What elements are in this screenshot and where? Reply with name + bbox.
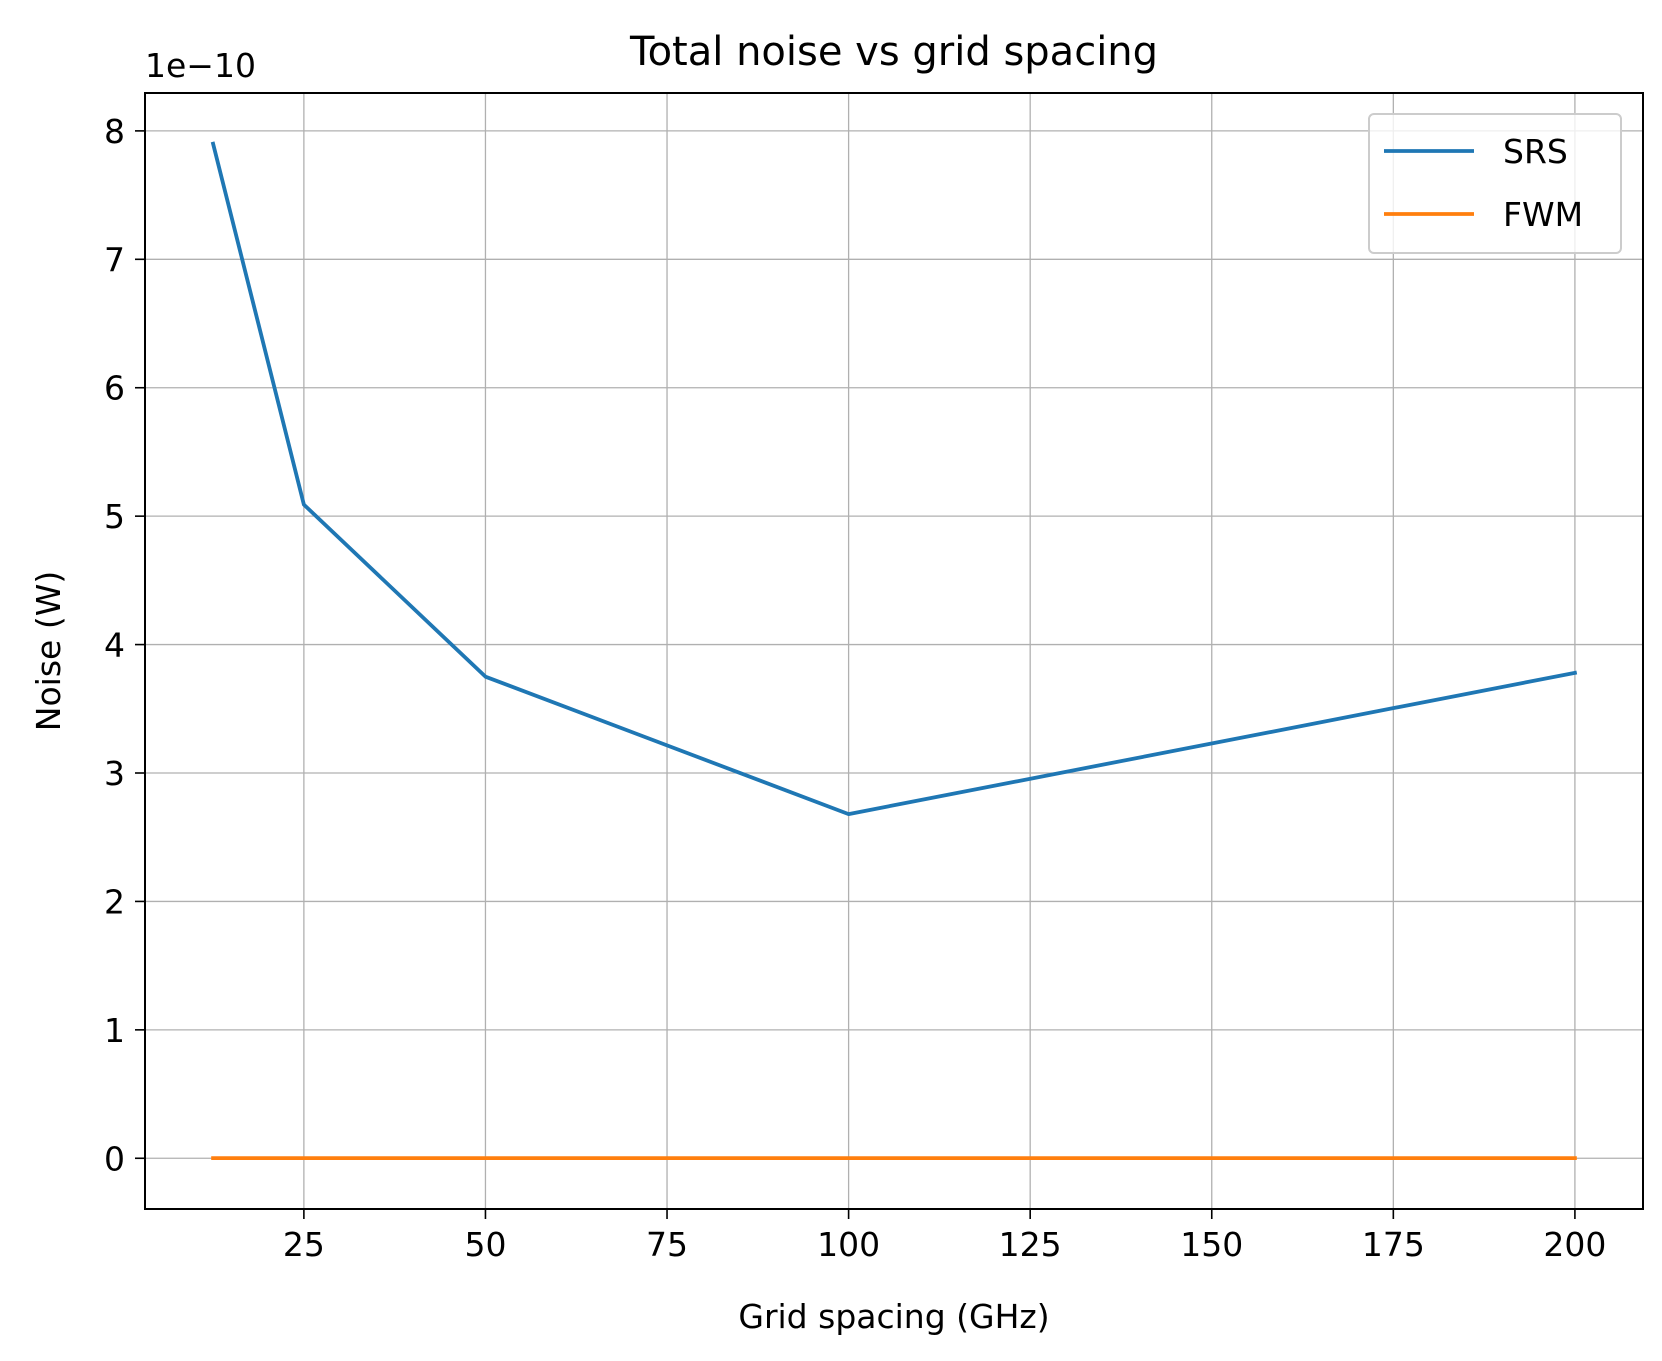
x-tick-label: 100	[817, 1225, 880, 1264]
x-tick-label: 25	[283, 1225, 325, 1264]
legend-box	[1368, 113, 1622, 254]
x-tick-label: 200	[1543, 1225, 1606, 1264]
x-axis-label: Grid spacing (GHz)	[738, 1297, 1049, 1336]
y-tick-label: 3	[104, 754, 125, 793]
y-tick-label: 4	[104, 626, 125, 665]
y-tick-label: 5	[104, 497, 125, 536]
y-tick-label: 2	[104, 882, 125, 921]
y-axis-offset-label: 1e−10	[145, 46, 256, 85]
legend: SRS FWM	[1368, 113, 1622, 254]
y-axis-ticks: 0 1 2 3 4 5 6 7 8	[104, 112, 145, 1178]
legend-label-fwm: FWM	[1503, 195, 1583, 234]
x-tick-label: 125	[999, 1225, 1062, 1264]
axes-frame	[144, 92, 1644, 1210]
x-tick-label: 175	[1362, 1225, 1425, 1264]
y-tick-label: 0	[104, 1139, 125, 1178]
legend-entries: SRS FWM	[1384, 132, 1583, 234]
x-axis-ticks: 25 50 75 100 125 150 175 200	[283, 1209, 1606, 1264]
x-tick-label: 75	[646, 1225, 688, 1264]
y-axis-label: Noise (W)	[29, 571, 68, 731]
series-lines	[210, 141, 1578, 1161]
y-tick-label: 7	[104, 240, 125, 279]
y-tick-label: 6	[104, 369, 125, 408]
chart-title: Total noise vs grid spacing	[629, 29, 1158, 75]
y-tick-label: 8	[104, 112, 125, 151]
y-tick-label: 1	[104, 1011, 125, 1050]
legend-label-srs: SRS	[1503, 132, 1568, 171]
x-tick-label: 50	[464, 1225, 506, 1264]
series-line-srs	[210, 141, 1578, 816]
x-tick-label: 150	[1180, 1225, 1243, 1264]
